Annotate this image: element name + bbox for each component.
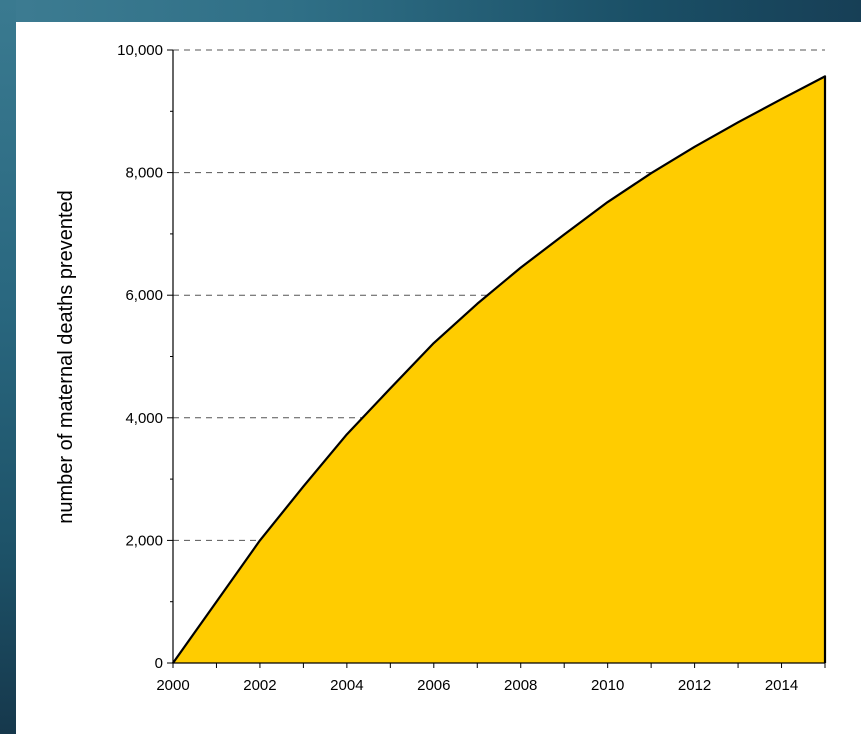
data-point-2009 [563,233,565,236]
data-point-2013 [737,121,739,124]
data-point-2008 [519,266,522,269]
y-tick-label-0: 0 [155,655,163,672]
data-point-2012 [693,146,696,148]
x-tick-label-5: 2010 [591,677,624,694]
x-tick-label-7: 2014 [765,677,798,694]
x-tick-label-4: 2008 [504,677,537,694]
data-point-2014 [780,98,783,100]
data-point-2010 [606,201,609,203]
data-point-2015 [824,75,826,78]
y-axis-title: number of maternal deaths prevented [55,190,77,524]
data-point-2002 [259,539,261,542]
x-tick-label-2: 2004 [330,677,363,694]
area-layer [172,75,827,664]
x-tick-label-1: 2002 [243,677,276,694]
area-fill [173,76,825,663]
y-tick-label-2: 4,000 [125,410,163,427]
y-tick-label-3: 6,000 [125,287,163,304]
left-frame-bar [0,0,16,734]
x-tick-label-0: 2000 [156,677,189,694]
top-frame-bar [0,0,861,22]
data-point-2005 [389,387,392,390]
y-tick-label-5: 10,000 [117,42,163,59]
x-tick-label-6: 2012 [678,677,711,694]
y-tick-label-4: 8,000 [125,165,163,182]
data-point-2007 [476,302,479,305]
axis-layer [167,49,826,668]
data-point-2001 [215,600,218,603]
y-tick-label-1: 2,000 [125,532,163,549]
data-point-2006 [433,342,435,344]
x-tick-label-3: 2006 [417,677,450,694]
data-point-2003 [302,485,305,488]
data-point-2011 [650,172,652,175]
label-layer: 0 2,000 4,000 6,000 8,000 10,000 2000 2002 2004 2… [117,42,798,694]
data-point-2004 [346,433,348,436]
